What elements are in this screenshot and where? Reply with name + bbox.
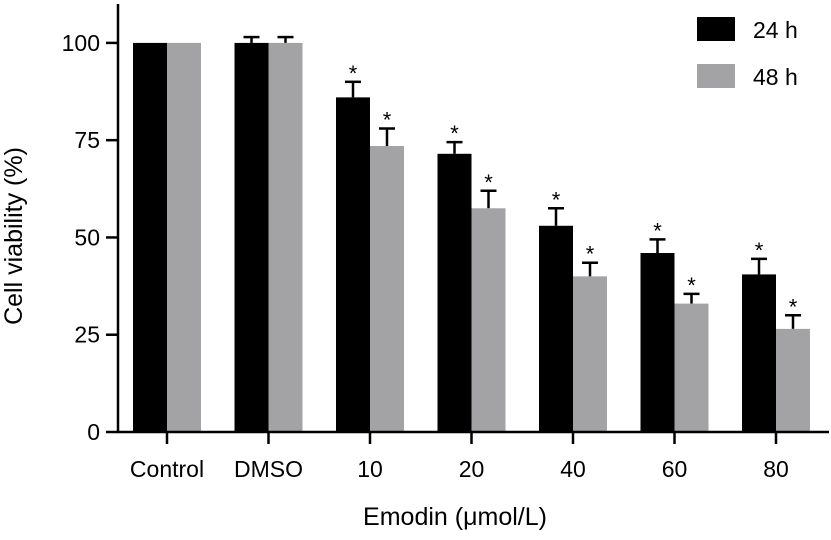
bar-48h-dmso [268,42,303,433]
significance-marker: * [755,238,764,263]
bar-24h-40 [539,225,573,432]
y-tick-label: 75 [74,127,100,153]
significance-marker: * [789,294,798,319]
x-tick-label: DMSO [234,456,303,482]
bars-layer: * * * * * * * * * * [133,35,810,433]
bar-24h-60 [640,253,675,432]
axes-layer: 0 25 50 75 100 Control DMSO 10 20 40 60 80 [62,4,829,482]
bar-48h-60 [674,303,709,432]
significance-marker: * [450,121,459,146]
legend-label: 24 h [753,17,798,43]
bar-24h-20 [437,153,472,433]
x-tick-label: Control [130,456,204,482]
y-tick-label: 0 [87,419,100,445]
significance-marker: * [383,108,392,133]
significance-marker: * [586,242,595,267]
x-tick-label: 40 [560,456,586,482]
legend-swatch-48h [697,64,735,88]
significance-marker: * [687,273,696,298]
legend: 24 h 48 h [697,17,798,90]
legend-label: 48 h [753,64,798,90]
x-tick-label: 60 [662,456,688,482]
significance-marker: * [552,187,561,212]
y-axis-label: Cell viability (%) [0,147,28,325]
bar-24h-10 [336,97,370,432]
x-axis-label: Emodin (μmol/L) [363,503,547,531]
y-tick-label: 50 [74,224,100,250]
significance-marker: * [653,218,662,243]
x-tick-label: 10 [357,456,383,482]
bar-48h-20 [471,208,506,432]
significance-marker: * [349,61,358,86]
y-tick-label: 100 [62,30,100,56]
x-tick-label: 80 [763,456,789,482]
y-tick-label: 25 [74,322,100,348]
bar-24h-dmso [234,42,269,433]
bar-24h-80 [742,274,776,432]
bar-48h-40 [573,276,607,432]
bar-24h-control [133,42,167,433]
bar-48h-control [167,42,201,433]
bar-48h-80 [776,328,810,432]
x-tick-label: 20 [459,456,485,482]
significance-marker: * [484,170,493,195]
legend-swatch-24h [697,17,735,41]
bar-48h-10 [370,146,404,432]
